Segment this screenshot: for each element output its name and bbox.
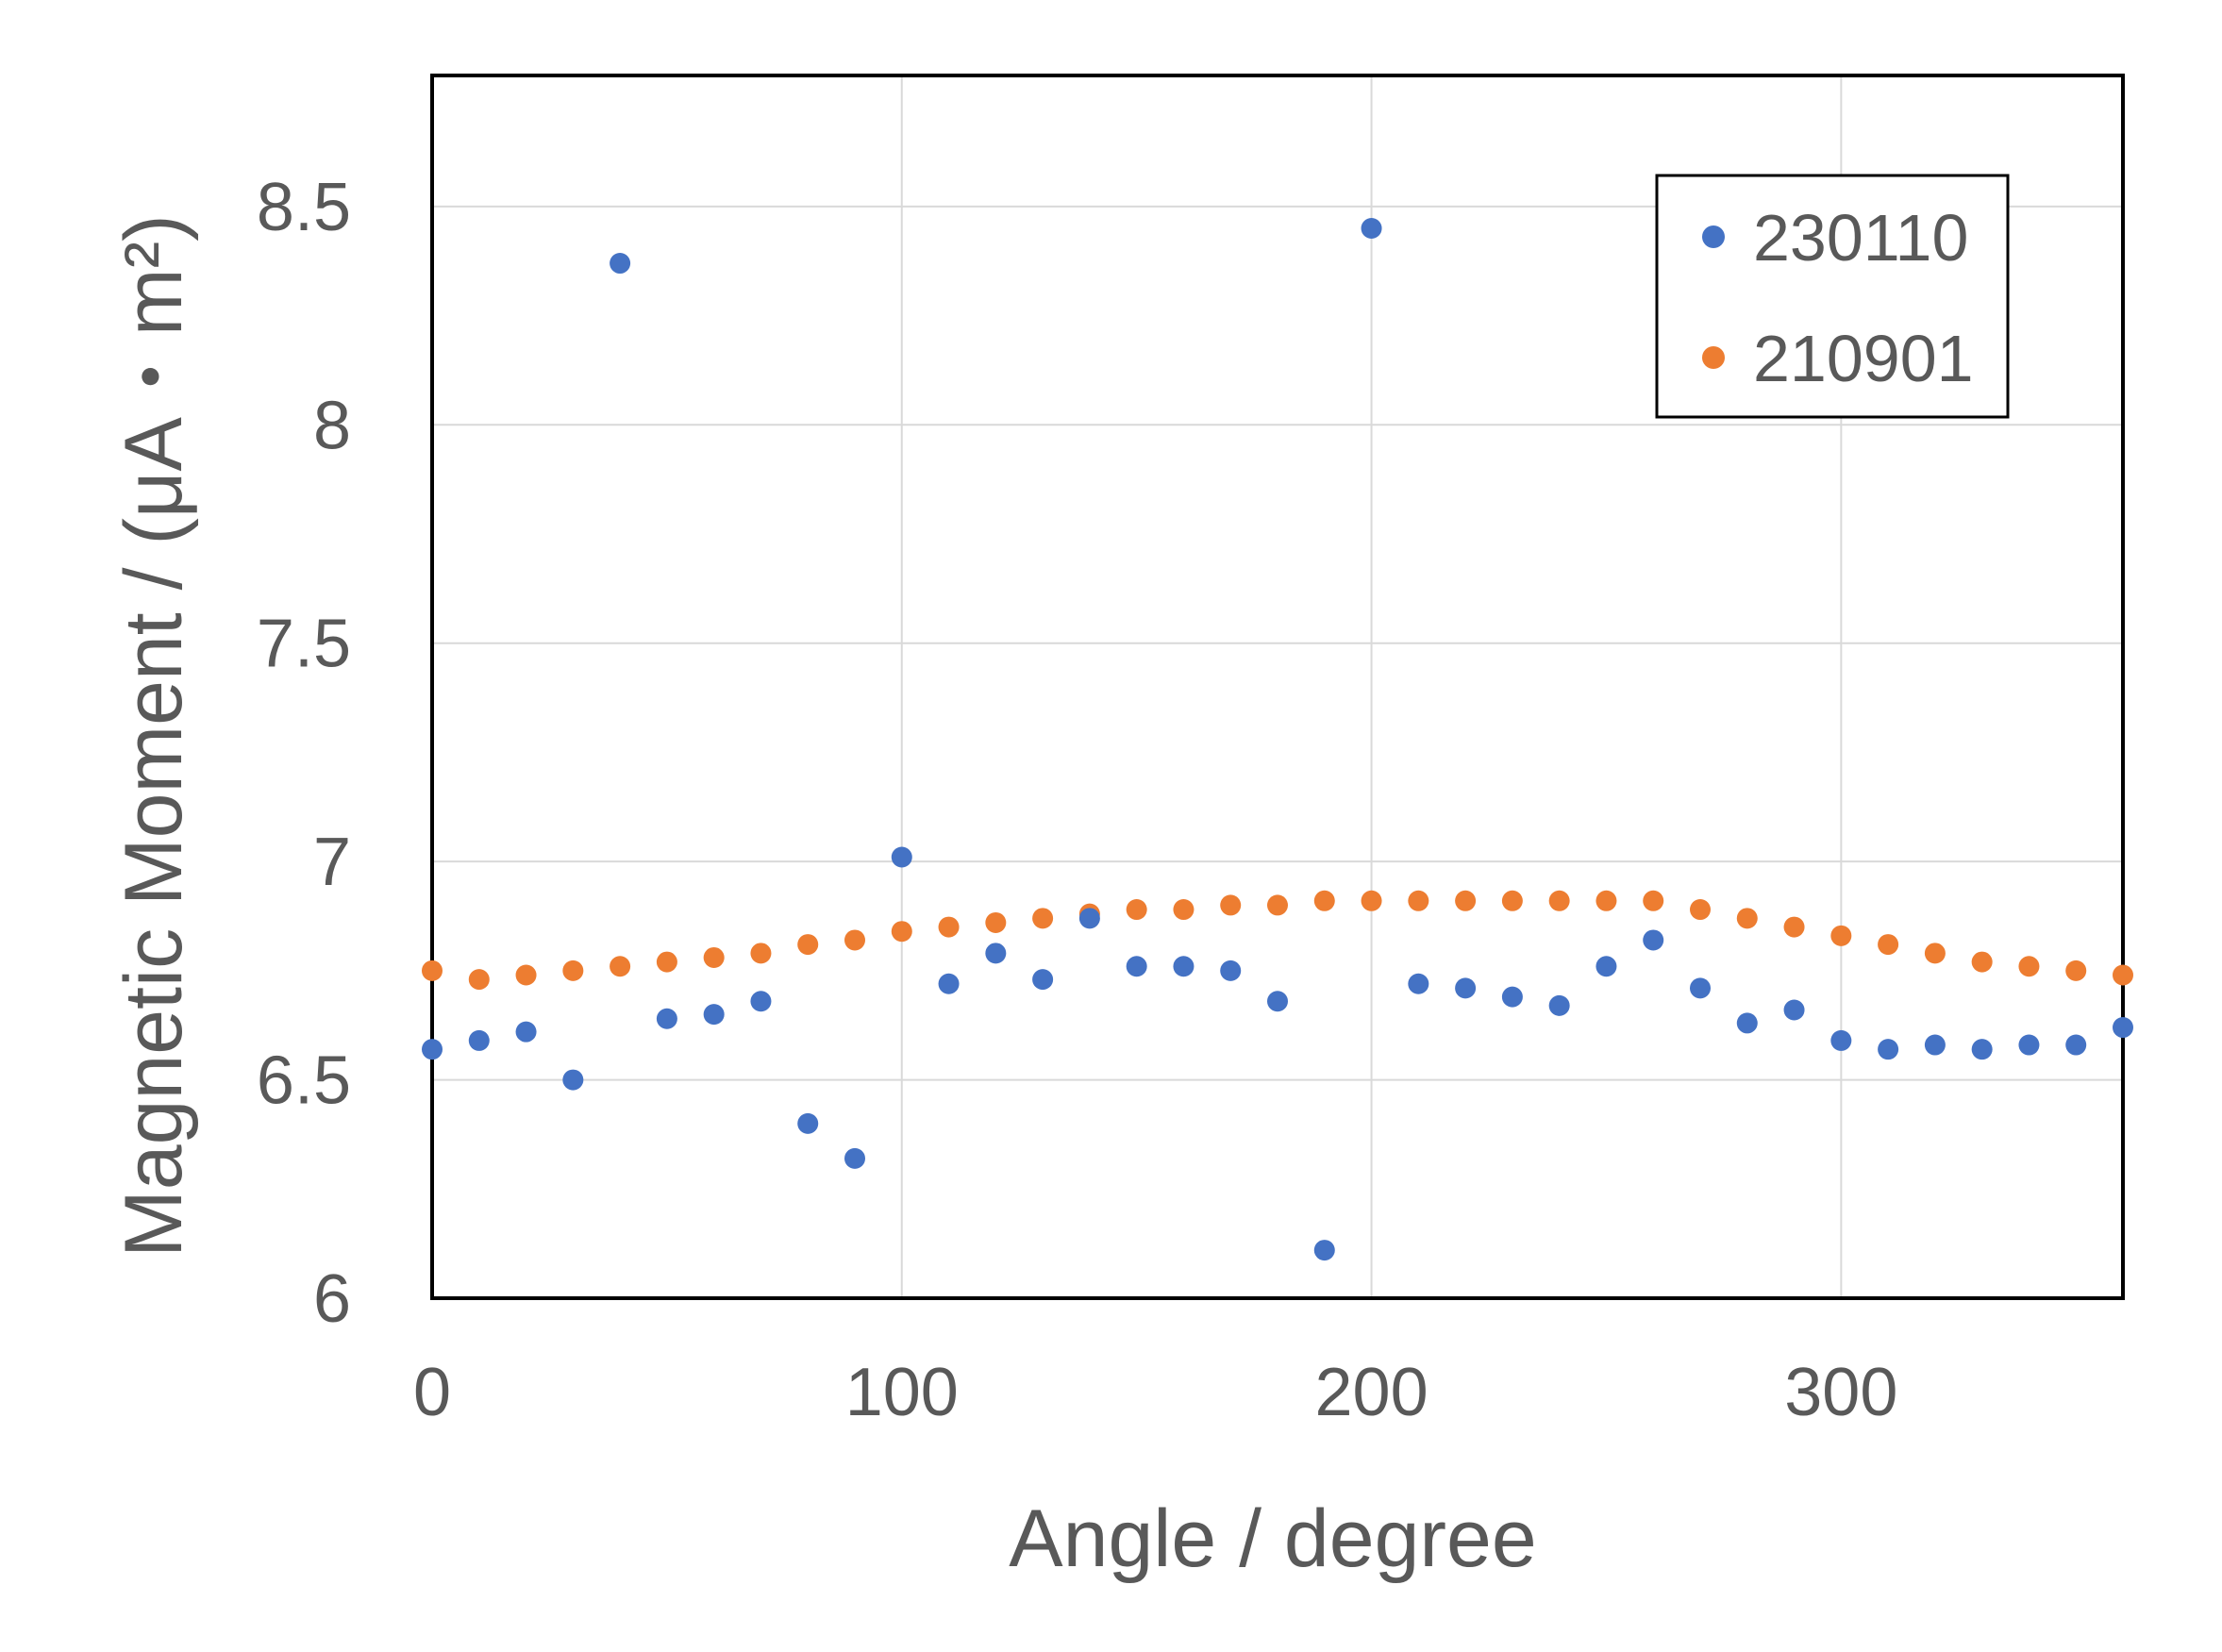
data-point-230110: [1736, 1012, 1758, 1034]
data-point-230110: [797, 1112, 819, 1134]
data-point-210901: [1971, 951, 1993, 973]
data-point-210901: [515, 964, 537, 986]
data-point-230110: [1408, 973, 1429, 994]
data-point-230110: [938, 973, 960, 994]
x-tick-label: 100: [845, 1355, 959, 1430]
data-point-210901: [2018, 956, 2040, 977]
data-point-230110: [1548, 994, 1570, 1016]
data-point-210901: [1501, 890, 1523, 911]
data-point-210901: [844, 929, 865, 951]
plot-area-border: [430, 74, 2125, 1300]
data-point-230110: [656, 1008, 677, 1029]
data-point-210901: [1595, 890, 1617, 911]
data-point-230110: [1501, 986, 1523, 1008]
data-point-230110: [2065, 1034, 2087, 1056]
data-point-210901: [656, 951, 677, 973]
data-point-210901: [1220, 894, 1242, 916]
data-points: [422, 218, 2133, 1261]
data-point-210901: [797, 934, 819, 956]
legend-box: [1655, 174, 2010, 419]
data-point-210901: [1783, 916, 1805, 938]
data-point-210901: [1830, 925, 1852, 946]
data-point-210901: [985, 911, 1007, 933]
data-point-210901: [1126, 899, 1147, 921]
data-point-230110: [1220, 959, 1242, 981]
legend-marker-230110: [1702, 225, 1725, 248]
data-point-210901: [891, 921, 912, 943]
data-point-230110: [1830, 1029, 1852, 1051]
data-point-210901: [1455, 890, 1477, 911]
data-point-210901: [1313, 890, 1335, 911]
data-point-210901: [1408, 890, 1429, 911]
data-point-230110: [1643, 929, 1664, 951]
data-point-210901: [703, 946, 725, 968]
legend-label-210901: 210901: [1753, 322, 1974, 395]
tick-labels: 0 100 200 300 6 6.5 7 7.5 8 8.5: [257, 170, 1897, 1430]
y-tick-label: 6: [313, 1261, 351, 1337]
legend-label-230110: 230110: [1753, 201, 1968, 275]
data-point-210901: [1736, 908, 1758, 929]
data-point-230110: [422, 1039, 443, 1060]
data-point-230110: [985, 943, 1007, 964]
data-point-230110: [1267, 991, 1288, 1012]
x-tick-label: 300: [1784, 1355, 1897, 1430]
data-point-230110: [1878, 1039, 1899, 1060]
data-point-210901: [610, 956, 631, 977]
data-point-210901: [1548, 890, 1570, 911]
data-point-210901: [2065, 959, 2087, 981]
data-point-230110: [1078, 908, 1100, 929]
data-point-210901: [750, 943, 772, 964]
data-point-210901: [1643, 890, 1664, 911]
legend: 230110 210901: [1655, 174, 2010, 419]
data-point-210901: [1032, 908, 1054, 929]
data-point-210901: [1924, 943, 1946, 964]
y-tick-label: 6.5: [257, 1043, 351, 1119]
y-tick-label: 7.5: [257, 607, 351, 682]
x-tick-label: 0: [413, 1355, 451, 1430]
y-tick-label: 7: [313, 825, 351, 900]
x-tick-label: 200: [1314, 1355, 1428, 1430]
data-point-230110: [1313, 1240, 1335, 1261]
data-point-230110: [1032, 969, 1054, 991]
data-point-210901: [938, 916, 960, 938]
data-point-230110: [1971, 1039, 1993, 1060]
data-point-230110: [1783, 999, 1805, 1021]
data-point-230110: [750, 991, 772, 1012]
y-tick-label: 8.5: [257, 170, 351, 245]
data-point-230110: [2018, 1034, 2040, 1056]
x-axis-title: Angle / degree: [1009, 1493, 1536, 1584]
data-point-230110: [468, 1029, 490, 1051]
data-point-230110: [610, 253, 631, 275]
data-point-230110: [1361, 218, 1382, 239]
data-point-210901: [468, 969, 490, 991]
data-point-230110: [2113, 1017, 2133, 1039]
legend-marker-210901: [1702, 346, 1725, 369]
data-point-230110: [1690, 977, 1711, 999]
data-point-230110: [562, 1069, 584, 1091]
data-point-210901: [2113, 964, 2133, 986]
data-point-210901: [1173, 899, 1195, 921]
data-point-210901: [422, 959, 443, 981]
y-tick-label: 8: [313, 388, 351, 463]
data-point-230110: [1126, 956, 1147, 977]
data-point-210901: [1361, 890, 1382, 911]
data-point-230110: [891, 846, 912, 868]
data-point-230110: [515, 1021, 537, 1043]
y-axis-title: Magnetic Moment / (μA・m²): [109, 214, 199, 1258]
data-point-210901: [562, 959, 584, 981]
data-point-230110: [1455, 977, 1477, 999]
data-point-210901: [1267, 894, 1288, 916]
data-point-210901: [1878, 934, 1899, 956]
data-point-230110: [1173, 956, 1195, 977]
data-point-230110: [1924, 1034, 1946, 1056]
data-point-230110: [844, 1147, 865, 1169]
data-point-230110: [1595, 956, 1617, 977]
data-point-230110: [703, 1004, 725, 1026]
data-point-210901: [1690, 899, 1711, 921]
